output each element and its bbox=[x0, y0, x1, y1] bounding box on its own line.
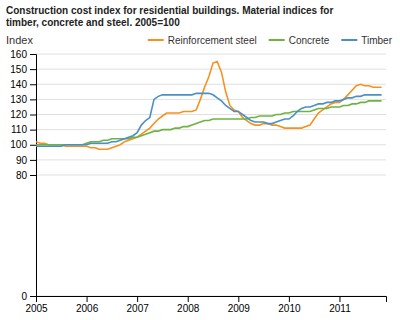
x-tick: 2006 bbox=[76, 296, 99, 314]
lines bbox=[36, 62, 382, 150]
grid-line bbox=[36, 159, 386, 160]
y-tick-label: 100 bbox=[10, 139, 27, 150]
legend-swatch bbox=[341, 39, 357, 41]
y-tick: 100 bbox=[10, 139, 36, 150]
y-tick-mark bbox=[30, 175, 36, 176]
x-tick-mark bbox=[137, 296, 138, 302]
y-tick: 120 bbox=[10, 109, 36, 120]
y-axis-title: Index bbox=[6, 34, 33, 46]
x-tick: 2011 bbox=[329, 296, 351, 314]
y-tick: 130 bbox=[10, 94, 36, 105]
y-tick-mark bbox=[30, 296, 36, 297]
grid-line bbox=[36, 99, 386, 100]
y-tick: 160 bbox=[10, 49, 36, 60]
x-tick-label: 2007 bbox=[127, 303, 150, 314]
chart: Construction cost index for residential … bbox=[0, 0, 400, 320]
y-tick-mark bbox=[30, 160, 36, 161]
series-line bbox=[36, 62, 382, 150]
legend: Reinforcement steel Concrete Timber bbox=[148, 35, 393, 46]
x-axis: 2005 2006 2007 2008 2009 2010 2011 bbox=[25, 296, 386, 314]
x-tick: 2010 bbox=[278, 296, 301, 314]
x-tick-label: 2009 bbox=[228, 303, 251, 314]
x-tick-label: 2006 bbox=[76, 303, 99, 314]
y-tick-mark bbox=[30, 145, 36, 146]
legend-label: Reinforcement steel bbox=[168, 35, 257, 46]
y-tick-mark bbox=[30, 130, 36, 131]
x-tick-mark bbox=[188, 296, 189, 302]
y-tick-label: 130 bbox=[10, 94, 27, 105]
y-tick-label: 160 bbox=[10, 49, 27, 60]
x-tick-label: 2008 bbox=[177, 303, 200, 314]
y-tick-label: 80 bbox=[16, 170, 28, 181]
legend-label: Timber bbox=[361, 35, 392, 46]
y-axis: 0 80 90 100 110 120 130 140 150 160 bbox=[10, 49, 36, 302]
x-tick: 2008 bbox=[177, 296, 200, 314]
plot: 2005 2006 2007 2008 2009 2010 2011 0 80 90 100 110 1… bbox=[10, 49, 386, 314]
x-axis-line bbox=[37, 297, 387, 303]
x-tick-label: 2010 bbox=[278, 303, 301, 314]
y-tick-mark bbox=[30, 54, 36, 55]
y-tick-mark bbox=[30, 115, 36, 116]
legend-label: Concrete bbox=[289, 35, 330, 46]
chart-container: Construction cost index for residential … bbox=[0, 0, 400, 320]
y-tick-mark bbox=[30, 84, 36, 85]
y-tick-mark bbox=[30, 69, 36, 70]
x-tick-label: 2011 bbox=[329, 303, 351, 314]
x-tick-mark bbox=[339, 296, 340, 302]
title: Construction cost index for residential … bbox=[6, 5, 333, 28]
y-tick-label: 0 bbox=[21, 291, 27, 302]
legend-item: Concrete bbox=[269, 35, 330, 46]
y-tick-mark bbox=[30, 99, 36, 100]
grid-line bbox=[36, 114, 386, 115]
series-line bbox=[36, 93, 382, 146]
legend-item: Reinforcement steel bbox=[148, 35, 257, 46]
legend-item: Timber bbox=[341, 35, 392, 46]
grid-line bbox=[36, 175, 386, 176]
grid-line bbox=[36, 54, 386, 55]
series-line bbox=[36, 101, 382, 145]
legend-swatch bbox=[148, 39, 164, 41]
x-tick: 2009 bbox=[228, 296, 251, 314]
x-tick: 2005 bbox=[25, 296, 48, 314]
y-tick: 0 bbox=[21, 291, 36, 302]
y-tick-label: 140 bbox=[10, 79, 27, 90]
y-tick: 90 bbox=[16, 155, 36, 166]
grid bbox=[36, 54, 386, 296]
legend-swatch bbox=[269, 39, 285, 41]
y-tick-label: 150 bbox=[10, 64, 27, 75]
y-tick: 110 bbox=[11, 124, 36, 135]
grid-line bbox=[36, 84, 386, 85]
x-tick-mark bbox=[87, 296, 88, 302]
x-tick-label: 2005 bbox=[25, 303, 48, 314]
grid-line bbox=[36, 129, 386, 130]
x-tick: 2007 bbox=[127, 296, 150, 314]
x-tick-mark bbox=[289, 296, 290, 302]
x-tick-mark bbox=[238, 296, 239, 302]
y-axis-line bbox=[30, 55, 37, 297]
y-tick-label: 90 bbox=[16, 155, 28, 166]
y-tick-label: 110 bbox=[11, 124, 27, 135]
y-tick: 150 bbox=[10, 64, 36, 75]
y-tick: 80 bbox=[16, 170, 36, 181]
y-tick-label: 120 bbox=[10, 109, 27, 120]
y-tick: 140 bbox=[10, 79, 36, 90]
